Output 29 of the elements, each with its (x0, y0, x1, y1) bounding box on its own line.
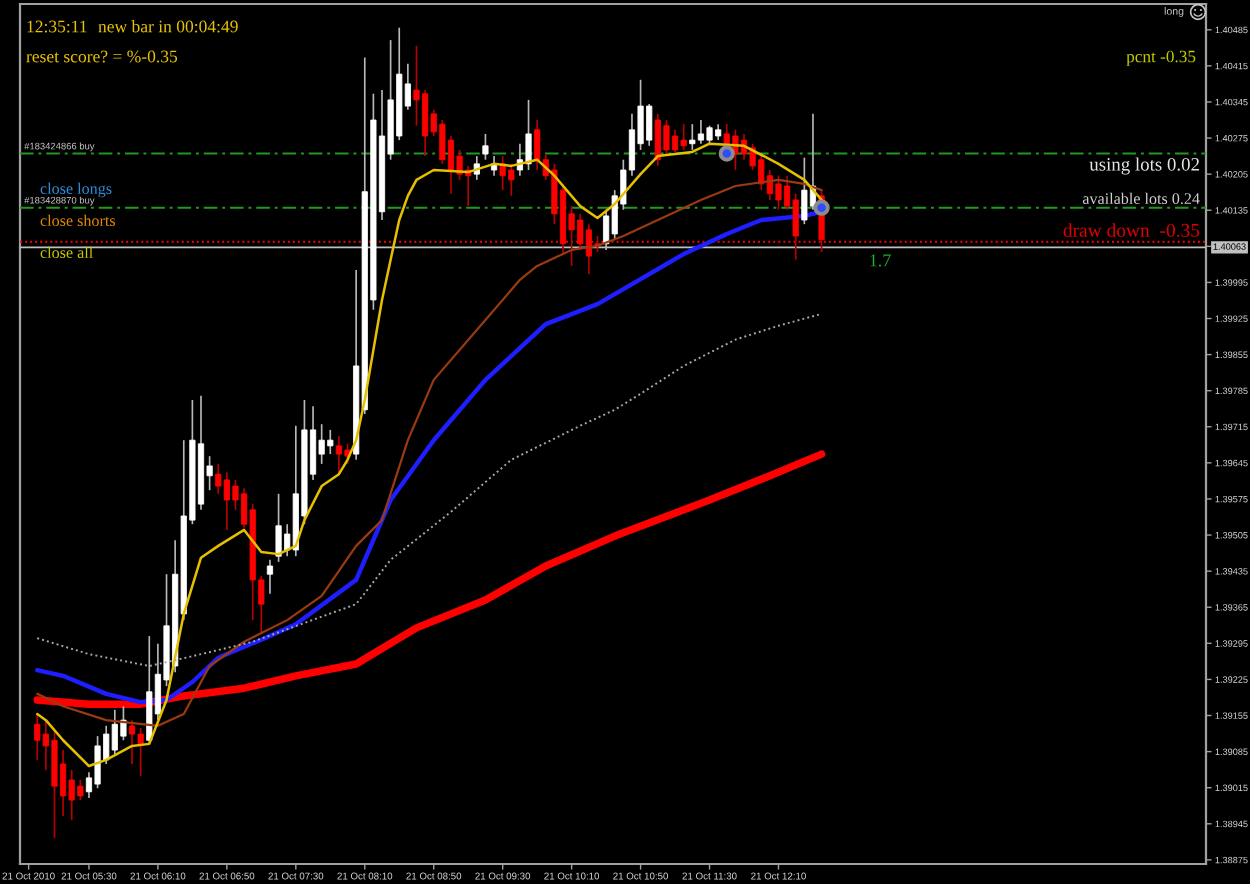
candlestick (128, 719, 136, 765)
candlestick (137, 727, 144, 777)
candlestick (689, 123, 696, 151)
annotation: close all (40, 246, 93, 259)
candlestick (525, 99, 532, 171)
annotation: close shorts (40, 214, 116, 227)
candlestick (801, 156, 808, 225)
candlestick (680, 123, 687, 151)
candlestick (51, 729, 58, 840)
candlestick (775, 174, 782, 211)
annotation: available lots 0.24 (1082, 192, 1200, 205)
candlestick (482, 133, 489, 161)
candlestick (34, 713, 41, 761)
candlestick (534, 119, 541, 171)
annotation: close longs (40, 182, 112, 198)
annotation: reset score? = %-0.35 (26, 50, 178, 63)
candlestick (671, 128, 679, 153)
annotation: 12:35:11 (27, 20, 87, 33)
candlestick (697, 119, 705, 145)
line-series (36, 312, 823, 667)
annotation: 1.7 (870, 254, 891, 267)
candlestick (215, 463, 222, 495)
annotation: pcnt -0.35 (1126, 50, 1196, 66)
annotation: new bar in 00:04:49 (98, 20, 238, 33)
candlestick (266, 558, 274, 595)
annotation: using lots 0.02 (1089, 157, 1199, 175)
annotation: draw down -0.35 (1063, 223, 1200, 237)
line-series (33, 450, 826, 708)
candlestick (706, 124, 713, 145)
